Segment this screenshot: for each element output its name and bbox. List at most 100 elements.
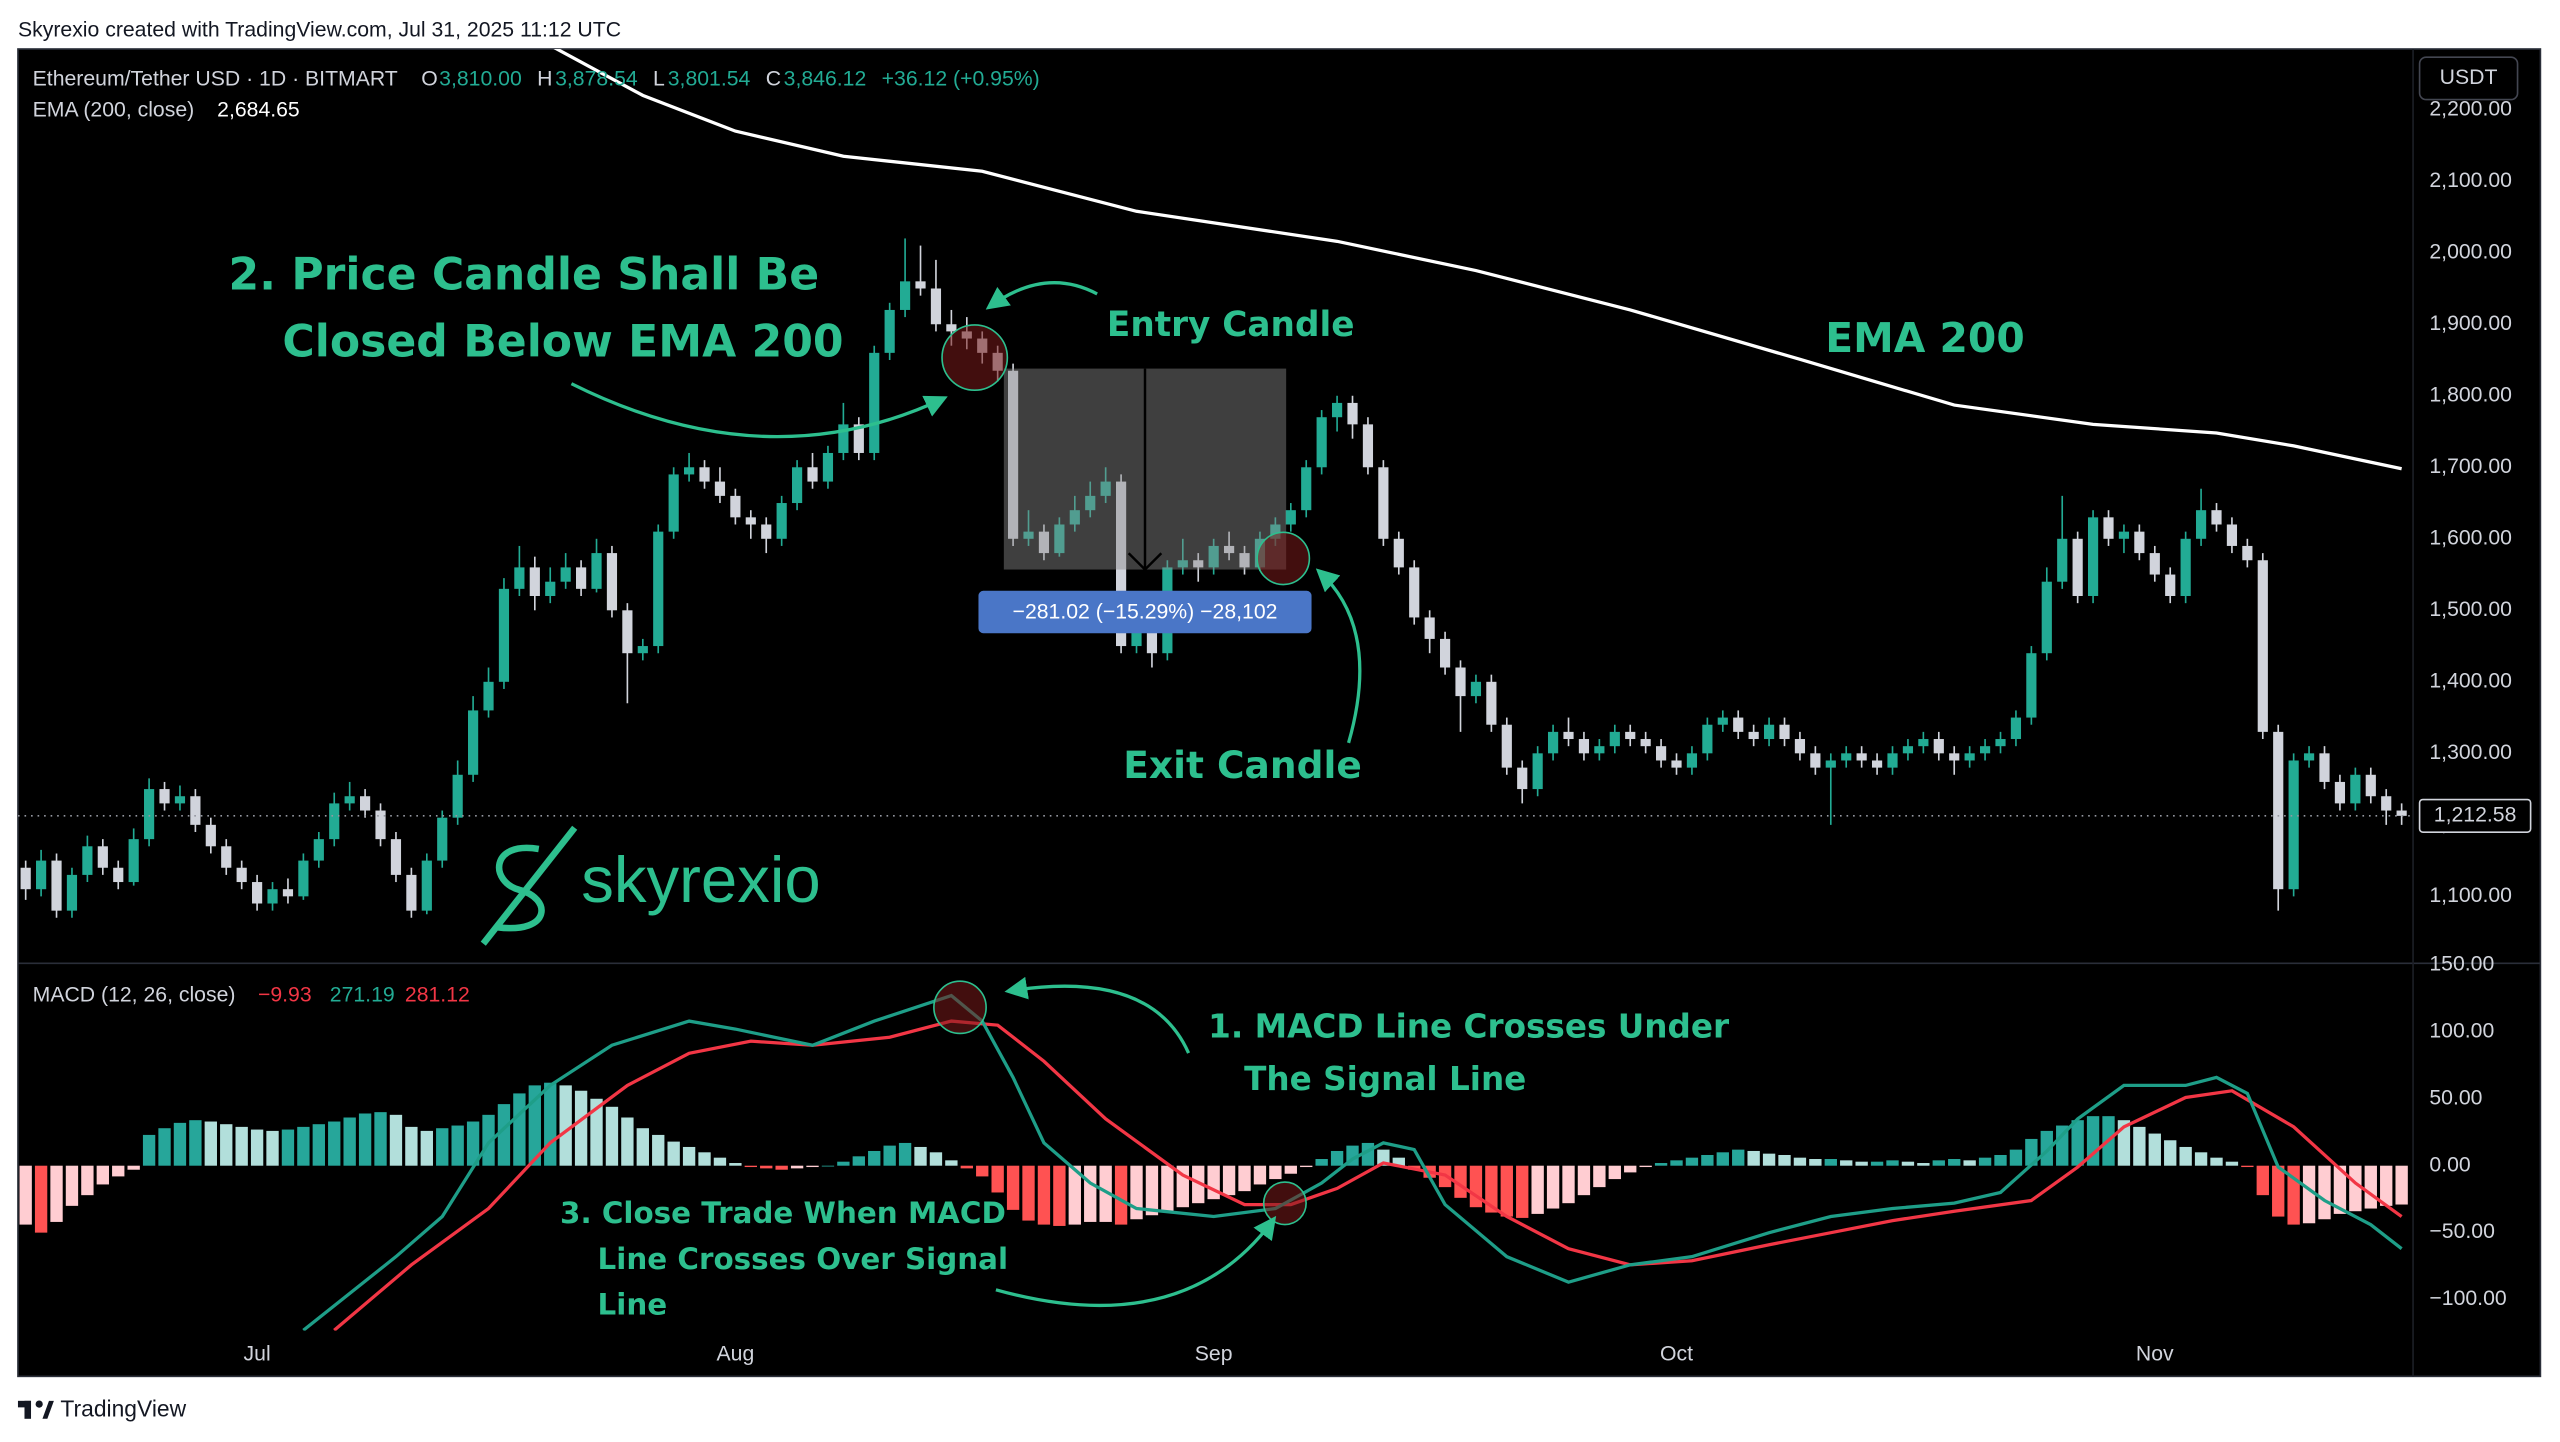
measure-arrowhead bbox=[1127, 552, 1163, 572]
candle-body bbox=[1856, 753, 1867, 761]
histogram-bar bbox=[898, 1142, 912, 1166]
histogram-bar bbox=[1901, 1161, 1915, 1166]
candle-body bbox=[36, 860, 47, 890]
histogram-bar bbox=[1253, 1165, 1267, 1185]
candle-body bbox=[1193, 560, 1204, 568]
candle-body bbox=[1362, 424, 1374, 468]
histogram-bar bbox=[2349, 1165, 2362, 1212]
histogram-bar bbox=[297, 1126, 310, 1166]
candle-body bbox=[606, 553, 618, 611]
histogram-bar bbox=[1269, 1165, 1282, 1180]
candle-body bbox=[313, 839, 324, 861]
candle-body bbox=[730, 495, 741, 518]
candle-body bbox=[1933, 739, 1944, 754]
histogram-bar bbox=[914, 1146, 927, 1166]
histogram-bar bbox=[34, 1165, 48, 1233]
currency-label[interactable]: USDT bbox=[2440, 66, 2498, 89]
histogram-bar bbox=[729, 1163, 742, 1166]
candle-body bbox=[2057, 538, 2068, 582]
arrow bbox=[1315, 568, 1362, 744]
histogram-bar bbox=[451, 1125, 464, 1166]
annotation: Closed Below EMA 200 bbox=[282, 317, 843, 368]
candle-body bbox=[159, 789, 170, 804]
histogram-bar bbox=[482, 1114, 495, 1166]
watermark-logo-slash bbox=[480, 825, 578, 946]
candle-body bbox=[498, 588, 510, 682]
header-credit: Skyrexio created with TradingView.com, J… bbox=[18, 19, 621, 42]
candle-body bbox=[406, 874, 417, 911]
candle-body bbox=[1794, 739, 1806, 754]
candle-body bbox=[2010, 717, 2022, 740]
histogram-bar bbox=[1284, 1165, 1297, 1174]
histogram-bar bbox=[1994, 1154, 2007, 1166]
ohlc-key: L bbox=[653, 68, 665, 91]
candle-body bbox=[1393, 538, 1404, 568]
logo-part bbox=[35, 1400, 43, 1408]
candle-body bbox=[1594, 746, 1605, 754]
histogram-bar bbox=[2272, 1165, 2285, 1217]
histogram-bar bbox=[1608, 1165, 1621, 1180]
histogram-bar bbox=[528, 1085, 541, 1166]
histogram-bar bbox=[2025, 1138, 2038, 1166]
histogram-bar bbox=[389, 1114, 403, 1166]
histogram-bar bbox=[1577, 1165, 1591, 1196]
histogram-bar bbox=[1716, 1152, 1729, 1166]
candle-body bbox=[915, 281, 926, 289]
candle-body bbox=[1995, 739, 2006, 747]
histogram-bar bbox=[1809, 1159, 1822, 1166]
candle-body bbox=[529, 567, 540, 596]
candle-body bbox=[838, 424, 849, 453]
candle-body bbox=[1347, 402, 1358, 425]
candle-body bbox=[128, 839, 139, 883]
candle-body bbox=[2334, 781, 2346, 804]
candle-body bbox=[97, 846, 108, 868]
histogram-bar bbox=[374, 1112, 387, 1166]
histogram-bar bbox=[112, 1165, 125, 1177]
axes: 1,100.001,200.001,300.001,400.001,500.00… bbox=[244, 97, 2532, 1366]
histogram-bar bbox=[1500, 1165, 1513, 1217]
histogram-bar bbox=[1824, 1159, 1837, 1166]
histogram-bar bbox=[1099, 1165, 1112, 1222]
candle-body bbox=[66, 874, 78, 911]
histogram-bar bbox=[1145, 1165, 1159, 1216]
candle-body bbox=[930, 288, 942, 325]
histogram-bar bbox=[775, 1165, 788, 1170]
candle-body bbox=[699, 467, 710, 482]
candle-body bbox=[1378, 467, 1389, 539]
candle-body bbox=[20, 867, 31, 890]
candle-body bbox=[576, 567, 587, 589]
histogram-bar bbox=[1670, 1160, 1683, 1166]
histogram-bar bbox=[1840, 1160, 1853, 1166]
macd-legend-value: 271.19 bbox=[330, 984, 395, 1007]
histogram-bar bbox=[1022, 1165, 1035, 1221]
histogram-bar bbox=[50, 1165, 63, 1222]
histogram-bar bbox=[1747, 1150, 1760, 1166]
x-tick-label: Sep bbox=[1195, 1343, 1233, 1366]
histogram-bar bbox=[1006, 1165, 1020, 1210]
candle-body bbox=[2072, 538, 2083, 596]
watermark: skyrexio bbox=[480, 825, 821, 946]
y-tick-label: 1,600.00 bbox=[2429, 526, 2512, 549]
histogram-bar bbox=[1978, 1157, 1992, 1166]
histogram-bar bbox=[945, 1160, 958, 1166]
candle-body bbox=[1532, 753, 1543, 790]
histogram-bar bbox=[1238, 1165, 1251, 1192]
ohlc-value: 3,878.54 bbox=[555, 68, 638, 91]
histogram-bar bbox=[2318, 1165, 2331, 1220]
candle-body bbox=[1810, 753, 1821, 768]
candle-body bbox=[1887, 753, 1898, 768]
candle-body bbox=[2134, 531, 2145, 554]
histogram-bar bbox=[2364, 1165, 2377, 1209]
histogram-bar bbox=[1516, 1165, 1529, 1218]
candle-body bbox=[2118, 531, 2130, 539]
annotation: Exit Candle bbox=[1123, 743, 1362, 787]
candle-body bbox=[1301, 467, 1312, 511]
candle-body bbox=[514, 567, 525, 589]
currency-box[interactable] bbox=[2418, 56, 2519, 101]
histogram-bar bbox=[1886, 1160, 1899, 1166]
histogram-bar bbox=[1562, 1165, 1575, 1204]
candle-body bbox=[144, 789, 155, 840]
macd-legend: MACD (12, 26, close) bbox=[33, 984, 236, 1007]
histogram-bar bbox=[1037, 1165, 1051, 1225]
candle-body bbox=[1733, 717, 1744, 732]
